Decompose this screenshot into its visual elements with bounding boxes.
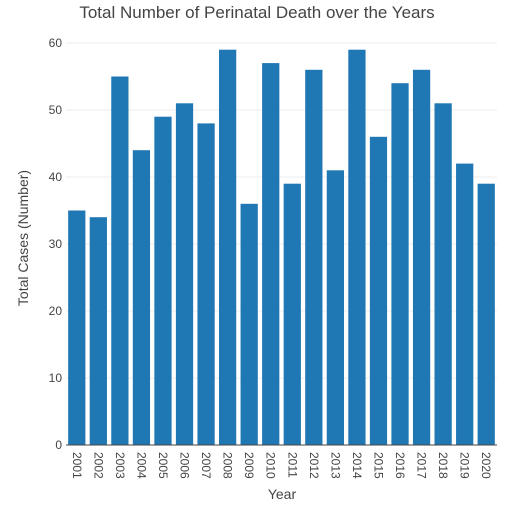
bars [68, 49, 495, 446]
y-tick-label: 50 [49, 103, 63, 117]
chart-title: Total Number of Perinatal Death over the… [79, 3, 434, 22]
x-tick-label: 2005 [156, 452, 170, 479]
bar-2003[interactable] [111, 76, 129, 446]
bar-2009[interactable] [240, 203, 258, 445]
bar-2014[interactable] [348, 49, 366, 445]
x-tick-label: 2011 [285, 452, 299, 478]
x-tick-label: 2018 [436, 452, 450, 479]
x-tick-label: 2013 [328, 452, 342, 479]
y-tick-label: 40 [49, 170, 63, 184]
gridlines [66, 42, 497, 379]
x-tick-label: 2019 [458, 452, 472, 479]
bar-2017[interactable] [412, 69, 431, 446]
y-tick-label: 10 [49, 371, 63, 385]
bar-2002[interactable] [89, 217, 107, 445]
y-axis-title: Total Cases (Number) [15, 170, 31, 306]
bar-2011[interactable] [283, 183, 301, 445]
y-tick-label: 20 [49, 304, 63, 318]
bar-2001[interactable] [68, 210, 86, 446]
bar-2007[interactable] [197, 123, 215, 446]
bar-2020[interactable] [477, 183, 495, 445]
x-tick-label: 2002 [91, 452, 105, 479]
y-tick-label: 0 [55, 438, 62, 452]
bar-2019[interactable] [456, 163, 474, 445]
y-tick-label: 60 [49, 36, 63, 50]
x-tick-label: 2001 [70, 452, 84, 479]
bar-2005[interactable] [154, 116, 172, 445]
x-tick-label: 2015 [371, 452, 385, 479]
x-tick-label: 2007 [199, 452, 213, 479]
bar-2013[interactable] [326, 170, 344, 446]
x-tick-label: 2017 [415, 452, 429, 479]
bar-2006[interactable] [175, 103, 194, 446]
bar-2016[interactable] [391, 83, 409, 445]
x-tick-label: 2014 [350, 452, 364, 479]
x-axis-ticks: 2001 2002 2003 2004 2005 2006 2007 2008 2009 2010… [70, 452, 493, 479]
bar-2010[interactable] [262, 63, 280, 445]
y-axis-ticks: 0 10 20 30 40 50 60 [49, 36, 63, 452]
bar-2012[interactable] [305, 69, 323, 446]
bar-2008[interactable] [219, 49, 237, 445]
x-tick-label: 2020 [479, 452, 493, 479]
x-tick-label: 2012 [307, 452, 321, 479]
x-tick-label: 2006 [178, 452, 192, 479]
x-tick-label: 2008 [221, 452, 235, 479]
bar-2004[interactable] [132, 150, 151, 445]
x-axis-title: Year [268, 486, 297, 502]
x-tick-label: 2010 [264, 452, 278, 479]
x-tick-label: 2016 [393, 452, 407, 479]
x-tick-label: 2003 [113, 452, 127, 479]
x-tick-label: 2009 [242, 452, 256, 479]
bar-2015[interactable] [369, 136, 388, 446]
x-tick-label: 2004 [134, 452, 148, 479]
y-tick-label: 30 [49, 237, 63, 251]
bar-2018[interactable] [434, 103, 452, 446]
